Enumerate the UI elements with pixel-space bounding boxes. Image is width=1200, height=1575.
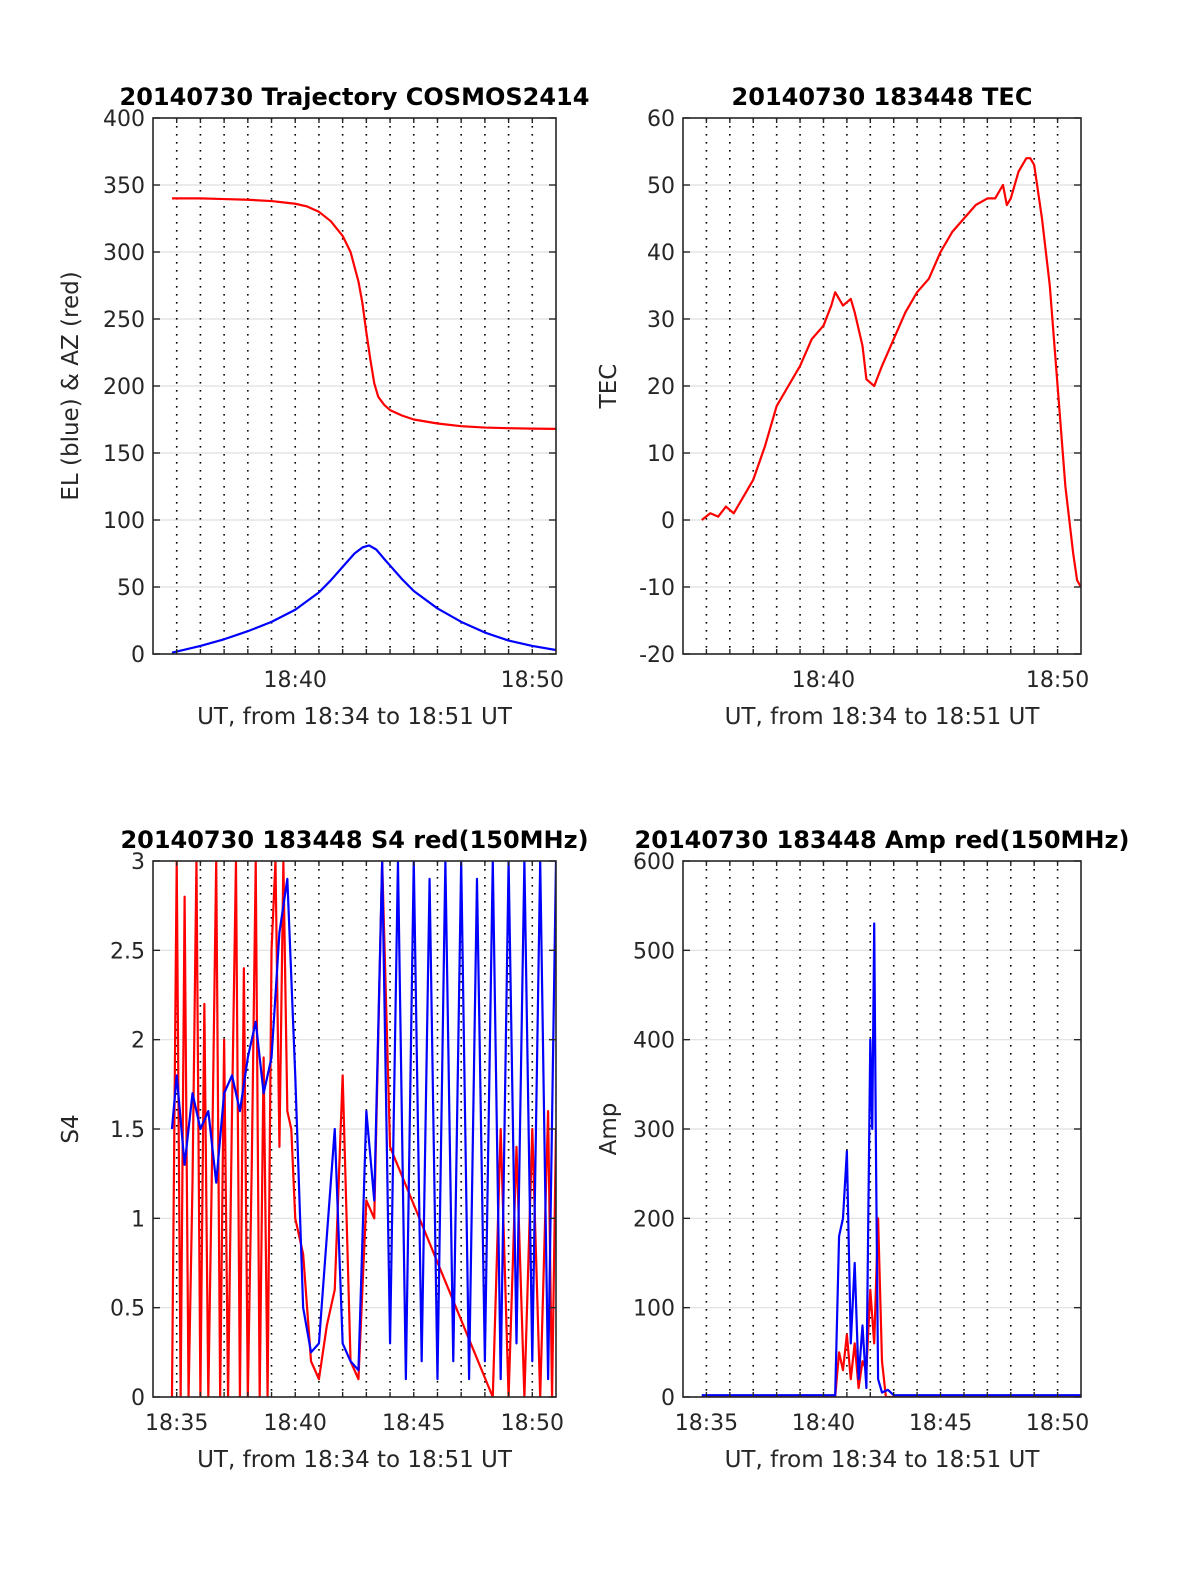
tec-ytick-label: -10: [639, 576, 675, 601]
amp-xtick-label: 18:50: [1026, 1411, 1089, 1436]
tec-title: 20140730 183448 TEC: [732, 83, 1033, 111]
s4-chart: 0 0.5 1 1.5 2 2.5 3 18:35 18:40 18:45 18:50 2014073…: [58, 826, 589, 1473]
trajectory-ytick-label: 0: [131, 643, 145, 668]
amp-ytick-label: 500: [633, 939, 675, 964]
amp-series-blue: [701, 922, 1081, 1397]
amp-chart: 0 100 200 300 400 500 600 18:35 18:40 18:45 18:50 2…: [596, 826, 1129, 1473]
tec-xtick-label: 18:50: [1026, 668, 1089, 693]
tec-xtick-label: 18:40: [792, 668, 855, 693]
s4-ytick-label: 2.5: [110, 939, 145, 964]
trajectory-series-blue: [171, 544, 556, 654]
tec-ytick-label: 60: [647, 107, 675, 132]
tec-chart: -20 -10 0 10 20 30 40 50 60 18:40 18:50 20140730 18…: [596, 83, 1089, 730]
s4-ytick-label: 1.5: [110, 1118, 145, 1143]
trajectory-series-red: [171, 197, 556, 430]
amp-ytick-label: 0: [661, 1386, 675, 1411]
amp-ytick-label: 200: [633, 1207, 675, 1232]
amp-series-red: [701, 1217, 1081, 1397]
trajectory-ytick-label: 400: [103, 107, 145, 132]
s4-series-blue: [170, 861, 556, 1381]
trajectory-xlabel: UT, from 18:34 to 18:51 UT: [197, 704, 513, 730]
trajectory-ytick-label: 350: [103, 174, 145, 199]
s4-title: 20140730 183448 S4 red(150MHz): [120, 826, 588, 854]
s4-ytick-label: 1: [131, 1207, 145, 1232]
s4-xlabel: UT, from 18:34 to 18:51 UT: [197, 1447, 513, 1473]
amp-xtick-label: 18:35: [675, 1411, 738, 1436]
s4-ylabel: S4: [58, 1114, 84, 1143]
amp-title: 20140730 183448 Amp red(150MHz): [635, 826, 1130, 854]
s4-ytick-label: 0.5: [110, 1297, 145, 1322]
tec-ytick-label: 10: [647, 442, 675, 467]
s4-xtick-label: 18:45: [382, 1411, 445, 1436]
tec-ytick-label: 0: [661, 509, 675, 534]
amp-ytick-label: 100: [633, 1297, 675, 1322]
s4-ytick-label: 2: [131, 1029, 145, 1054]
tec-ytick-label: 40: [647, 241, 675, 266]
trajectory-ytick-label: 50: [117, 576, 145, 601]
amp-ytick-label: 600: [633, 850, 675, 875]
trajectory-ylabel: EL (blue) & AZ (red): [58, 271, 84, 500]
tec-ytick-label: 50: [647, 174, 675, 199]
trajectory-xtick-label: 18:40: [264, 668, 327, 693]
trajectory-chart: 0 50 100 150 200 250 300 350 400 18:40 18:50 201407…: [58, 83, 589, 730]
amp-xlabel: UT, from 18:34 to 18:51 UT: [725, 1447, 1041, 1473]
trajectory-title: 20140730 Trajectory COSMOS2414: [120, 83, 590, 111]
s4-ytick-label: 3: [131, 850, 145, 875]
trajectory-ytick-label: 150: [103, 442, 145, 467]
s4-xtick-label: 18:35: [145, 1411, 208, 1436]
trajectory-ytick-label: 300: [103, 241, 145, 266]
s4-ytick-label: 0: [131, 1386, 145, 1411]
tec-ytick-label: 20: [647, 375, 675, 400]
tec-ylabel: TEC: [596, 364, 622, 410]
amp-ytick-label: 300: [633, 1118, 675, 1143]
tec-ytick-label: -20: [639, 643, 675, 668]
trajectory-ytick-label: 200: [103, 375, 145, 400]
amp-xtick-label: 18:40: [792, 1411, 855, 1436]
tec-ytick-label: 30: [647, 308, 675, 333]
trajectory-ytick-label: 250: [103, 308, 145, 333]
s4-xtick-label: 18:50: [501, 1411, 564, 1436]
amp-ytick-label: 400: [633, 1029, 675, 1054]
amp-ylabel: Amp: [596, 1103, 622, 1156]
amp-xtick-label: 18:45: [909, 1411, 972, 1436]
tec-series-red: [701, 157, 1081, 588]
s4-xtick-label: 18:40: [264, 1411, 327, 1436]
trajectory-ytick-label: 100: [103, 509, 145, 534]
s4-series-red: [170, 861, 556, 1397]
tec-xlabel: UT, from 18:34 to 18:51 UT: [725, 704, 1041, 730]
trajectory-xtick-label: 18:50: [501, 668, 564, 693]
